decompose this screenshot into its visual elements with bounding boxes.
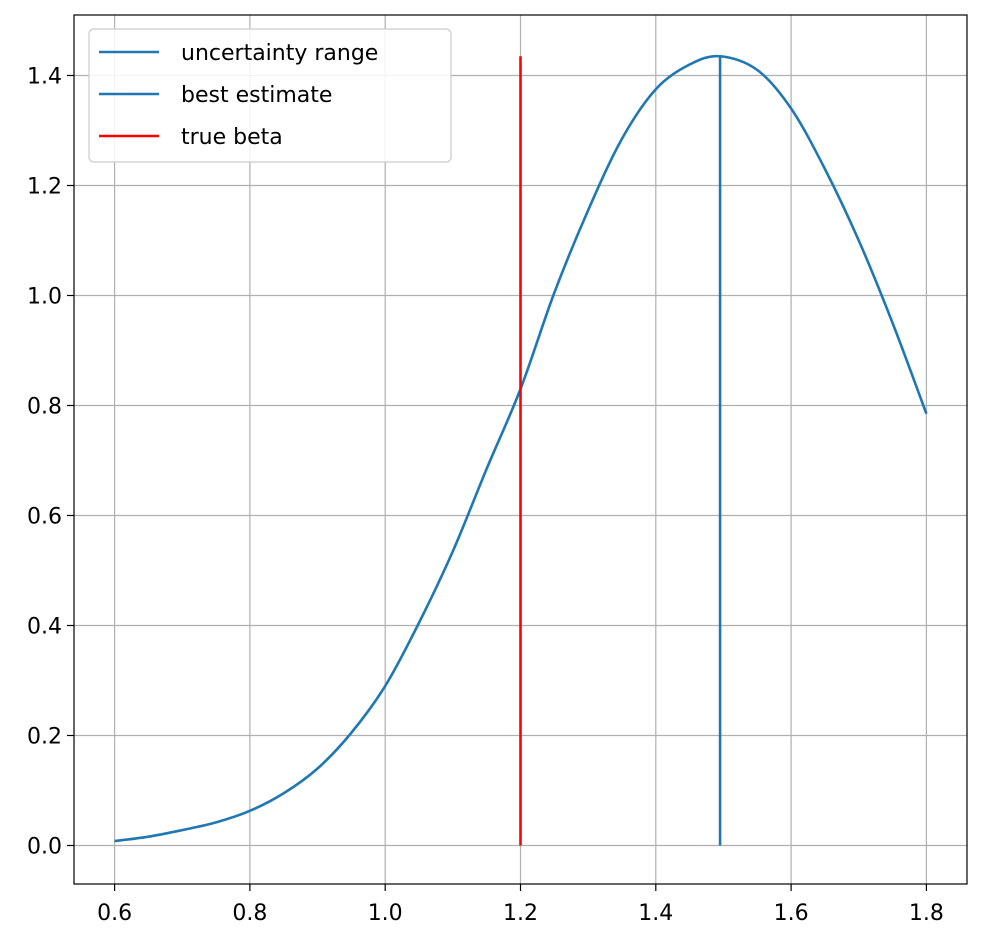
- legend-box: [88, 28, 452, 163]
- x-tick-label: 1.0: [368, 901, 403, 926]
- y-tick-label: 1.0: [27, 285, 62, 310]
- legend-label: uncertainty range: [181, 41, 378, 66]
- y-tick-label: 0.6: [27, 505, 62, 530]
- legend-label: best estimate: [181, 83, 332, 108]
- y-tick-label: 1.4: [27, 65, 62, 90]
- x-tick-label: 0.6: [97, 901, 132, 926]
- legend: uncertainty range best estimate true beta: [88, 28, 452, 163]
- x-tick-label: 0.8: [232, 901, 267, 926]
- x-tick-label: 1.8: [909, 901, 944, 926]
- y-tick-label: 0.4: [27, 615, 62, 640]
- x-tick-label: 1.6: [774, 901, 809, 926]
- x-tick-label: 1.4: [638, 901, 673, 926]
- legend-label: true beta: [181, 125, 283, 150]
- axis-ticks: 0.6 0.8 1.0 1.2 1.4 1.6 1.8 0.0 0.2 0.4 0.6 0.8 1.0 1…: [27, 65, 944, 927]
- uncertainty-range-curve: [114, 54, 928, 843]
- y-tick-label: 1.2: [27, 175, 62, 200]
- y-tick-label: 0.8: [27, 395, 62, 420]
- y-tick-label: 0.0: [27, 835, 62, 860]
- y-tick-label: 0.2: [27, 725, 62, 750]
- plot-data: [114, 54, 928, 846]
- x-tick-label: 1.2: [503, 901, 538, 926]
